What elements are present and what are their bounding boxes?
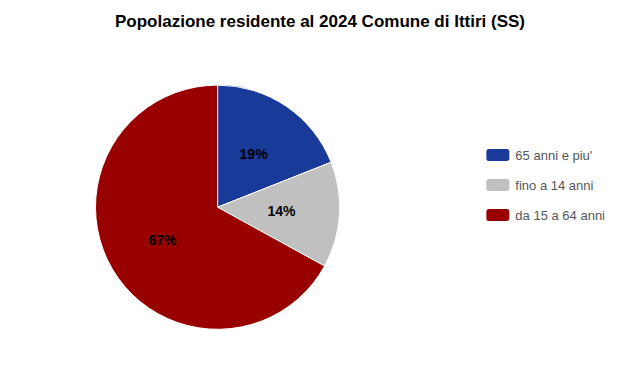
svg-text:da 15 a 64 anni: da 15 a 64 anni bbox=[515, 208, 605, 223]
svg-text:14%: 14% bbox=[268, 203, 297, 219]
svg-text:Popolazione residente al 2024: Popolazione residente al 2024 Comune di … bbox=[115, 12, 525, 31]
svg-text:19%: 19% bbox=[240, 146, 269, 162]
svg-text:fino a 14 anni: fino a 14 anni bbox=[515, 178, 593, 193]
svg-text:65 anni e piu': 65 anni e piu' bbox=[515, 148, 592, 163]
svg-text:67%: 67% bbox=[148, 232, 177, 248]
